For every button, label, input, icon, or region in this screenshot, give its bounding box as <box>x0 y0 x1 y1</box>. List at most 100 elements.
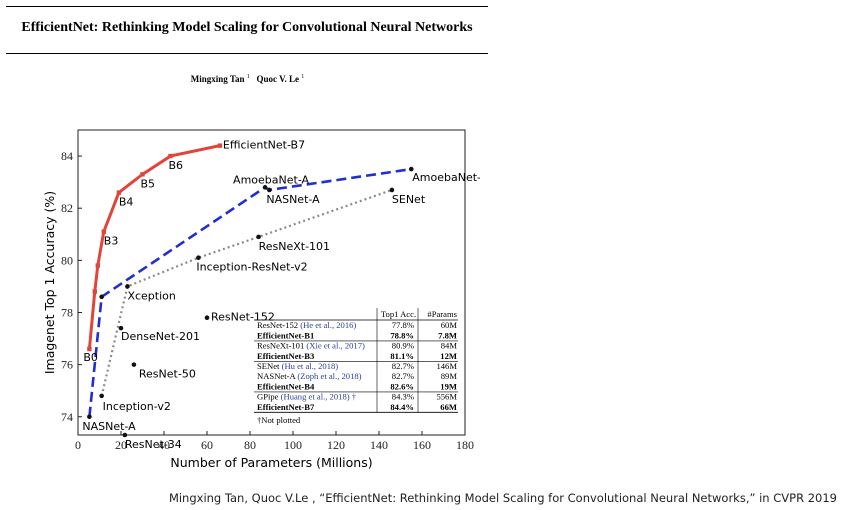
y-tick-label: 78 <box>61 305 73 319</box>
table-model-name: ResNet-152 <box>257 320 298 330</box>
table-footnote: †Not plotted <box>257 415 301 425</box>
table-params-cell: 66M <box>440 402 457 412</box>
y-tick-label: 84 <box>61 149 73 163</box>
table-model-cell: EfficientNet-B7 <box>257 402 315 412</box>
table-model-cell: EfficientNet-B3 <box>257 351 314 361</box>
y-axis-label: Imagenet Top 1 Accuracy (%) <box>42 191 57 374</box>
y-tick-label: 74 <box>61 410 73 424</box>
data-point <box>168 153 173 159</box>
table-model-cell: ResNeXt-101 (Xie et al., 2017) <box>257 341 365 351</box>
data-label: Xception <box>127 289 175 302</box>
table-params-cell: 556M <box>436 392 457 402</box>
table-model-name: EfficientNet-B4 <box>257 381 315 391</box>
data-label: AmoebaNet-C <box>412 171 480 184</box>
data-label: DenseNet-201 <box>121 330 200 343</box>
table-acc-cell: 82.7% <box>392 361 414 371</box>
top-rule <box>6 6 488 7</box>
author-name: Quoc V. Le <box>256 74 299 84</box>
author-name: Mingxing Tan <box>190 74 245 84</box>
data-point <box>87 414 92 420</box>
data-label: AmoebaNet-A <box>233 173 309 186</box>
table-model-cell: EfficientNet-B4 <box>257 381 315 391</box>
data-point <box>116 190 122 195</box>
table-citation: (He et al., 2016) <box>298 320 356 330</box>
table-model-name: GPipe <box>257 392 279 402</box>
bottom-rule <box>6 53 488 54</box>
data-point <box>99 294 104 300</box>
data-point <box>262 185 268 190</box>
table-citation: (Hu et al., 2018) <box>279 361 338 371</box>
series-line <box>87 144 221 350</box>
table-params-cell: 7.8M <box>438 330 457 340</box>
table-acc-cell: 84.4% <box>390 402 414 412</box>
data-point <box>95 263 100 268</box>
table-model-name: EfficientNet-B1 <box>257 330 314 340</box>
table-model-name: SENet <box>257 361 280 371</box>
data-point <box>122 432 128 438</box>
data-point <box>87 346 92 352</box>
table-model-cell: ResNet-152 (He et al., 2016) <box>257 320 356 330</box>
x-tick-label: 120 <box>327 438 345 452</box>
data-point <box>204 315 210 320</box>
table-citation: (Huang et al., 2018) † <box>278 392 356 402</box>
data-point <box>131 362 137 367</box>
data-label: ResNeXt-101 <box>259 240 330 253</box>
data-label: B0 <box>83 351 98 364</box>
table-acc-cell: 82.7% <box>392 371 414 381</box>
x-tick-label: 40 <box>158 438 170 452</box>
data-label: B3 <box>104 235 119 248</box>
paper-title: EfficientNet: Rethinking Model Scaling f… <box>21 20 473 35</box>
table-model-name: NASNet-A <box>257 371 296 381</box>
table-acc-cell: 82.6% <box>390 381 414 391</box>
data-label: B6 <box>168 159 183 172</box>
y-tick-label: 76 <box>61 358 73 372</box>
table-model-cell: NASNet-A (Zoph et al., 2018) <box>257 371 362 381</box>
table-acc-cell: 78.8% <box>390 330 414 340</box>
x-tick-label: 160 <box>413 438 431 452</box>
data-label: ResNet-152 <box>211 311 275 324</box>
table-model-name: EfficientNet-B7 <box>257 402 315 412</box>
table-params-cell: 12M <box>440 351 457 361</box>
table-model-cell: SENet (Hu et al., 2018) <box>257 361 338 371</box>
data-label: ResNet-34 <box>125 438 182 451</box>
x-tick-label: 80 <box>244 438 256 452</box>
x-axis-label: Number of Parameters (Millions) <box>170 455 372 470</box>
figure-citation: Mingxing Tan, Quoc V.Le , “EfficientNet:… <box>168 491 837 505</box>
table-model-name: EfficientNet-B3 <box>257 351 314 361</box>
table-acc-cell: 84.3% <box>392 392 414 402</box>
data-point <box>267 187 272 193</box>
data-label: B5 <box>141 177 156 190</box>
table-acc-cell: 80.9% <box>392 341 414 351</box>
data-label: SENet <box>392 193 426 206</box>
table-acc-cell: 81.1% <box>390 351 414 361</box>
data-label: NASNet-A <box>82 420 136 433</box>
x-tick-label: 20 <box>115 438 127 452</box>
table-model-cell: EfficientNet-B1 <box>257 330 314 340</box>
author-line: Mingxing Tan 1 Quoc V. Le 1 <box>0 74 495 84</box>
data-label: ResNet-50 <box>139 368 196 381</box>
table-params-cell: 89M <box>441 371 458 381</box>
data-label: B4 <box>119 196 134 209</box>
data-point <box>92 289 97 294</box>
data-point <box>118 325 124 331</box>
data-label: Inception-ResNet-v2 <box>196 261 307 274</box>
y-tick-label: 80 <box>61 253 73 267</box>
table-params-cell: 60M <box>441 320 458 330</box>
author-affiliation-mark: 1 <box>301 74 305 80</box>
data-point <box>408 166 414 172</box>
x-tick-label: 60 <box>201 438 213 452</box>
plot-frame <box>77 129 466 436</box>
data-point <box>101 229 106 234</box>
table-citation: (Xie et al., 2017) <box>304 341 365 351</box>
data-point <box>196 255 201 261</box>
x-tick-label: 100 <box>284 438 302 452</box>
table-params-cell: 146M <box>436 361 457 371</box>
table-acc-cell: 77.8% <box>392 320 414 330</box>
data-point <box>217 143 223 148</box>
data-point <box>99 393 104 399</box>
table-header-cell: Top1 Acc. <box>381 309 416 319</box>
y-tick-label: 82 <box>61 201 73 215</box>
data-label: NASNet-A <box>266 193 320 206</box>
table-model-cell: GPipe (Huang et al., 2018) † <box>257 392 357 402</box>
x-tick-label: 180 <box>456 438 474 452</box>
